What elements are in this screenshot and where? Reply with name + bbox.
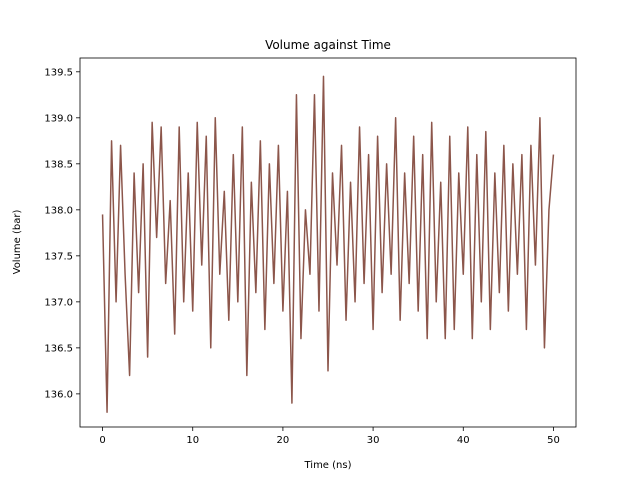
- y-tick-label: 138.0: [44, 205, 73, 216]
- y-tick-label: 138.5: [44, 159, 73, 170]
- x-tick-label: 30: [367, 435, 380, 446]
- y-tick-label: 137.0: [44, 297, 73, 308]
- y-tick-label: 139.0: [44, 113, 73, 124]
- plot-frame: [79, 57, 577, 428]
- y-tick-label: 137.5: [44, 251, 73, 262]
- y-tick-label: 136.0: [44, 389, 73, 400]
- x-tick-label: 10: [186, 435, 199, 446]
- x-axis-label: Time (ns): [303, 460, 351, 471]
- y-tick-label: 139.5: [44, 67, 73, 78]
- x-tick-label: 50: [547, 435, 560, 446]
- y-axis-label: Volume (bar): [12, 210, 23, 275]
- y-tick-label: 136.5: [44, 343, 73, 354]
- x-tick-label: 20: [277, 435, 290, 446]
- x-tick-label: 40: [457, 435, 470, 446]
- data-line: [101, 75, 555, 414]
- x-tick-label: 0: [99, 435, 105, 446]
- chart-title: Volume against Time: [265, 38, 391, 52]
